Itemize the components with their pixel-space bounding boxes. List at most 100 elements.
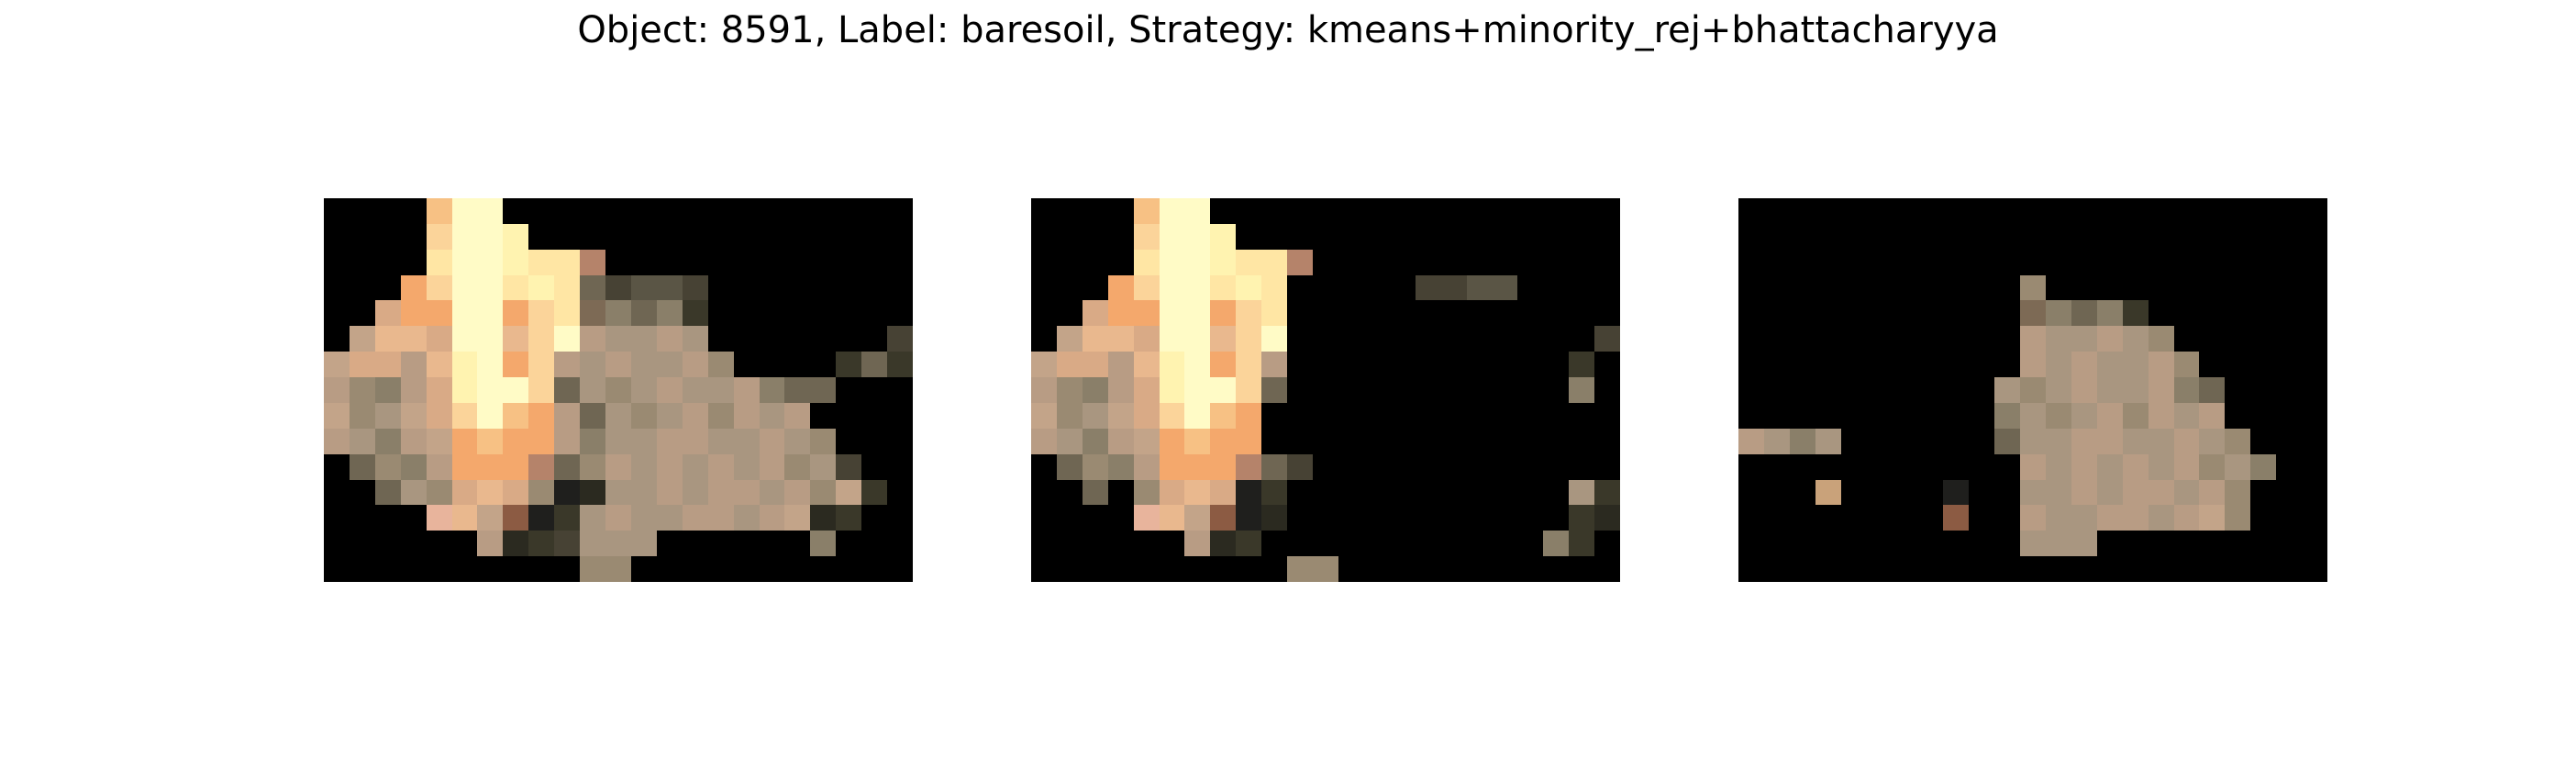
image-pixel: [1236, 352, 1261, 377]
image-pixel: [477, 531, 503, 556]
image-pixel: [554, 505, 580, 531]
image-pixel: [554, 250, 580, 275]
image-pixel: [708, 429, 734, 454]
image-pixel: [1236, 505, 1261, 531]
image-pixel: [580, 429, 605, 454]
image-pixel: [477, 300, 503, 326]
image-pixel: [1236, 480, 1261, 505]
image-pixel: [2123, 429, 2149, 454]
image-pixel: [734, 505, 760, 531]
image-pixel: [1569, 377, 1594, 403]
image-pixel: [1210, 505, 1236, 531]
image-pixel: [683, 505, 708, 531]
image-pixel: [1031, 403, 1057, 429]
image-pixel: [1160, 505, 1184, 531]
image-pixel: [1261, 250, 1287, 275]
image-pixel: [452, 326, 477, 352]
image-pixel: [760, 429, 784, 454]
image-pixel: [631, 505, 657, 531]
image-pixel: [2046, 480, 2071, 505]
image-pixel: [2123, 505, 2149, 531]
image-pixel: [2071, 480, 2097, 505]
image-pixel: [605, 326, 631, 352]
image-pixel: [2149, 326, 2174, 352]
image-pixel: [1083, 352, 1108, 377]
image-pixel: [1184, 377, 1210, 403]
image-pixel: [1287, 556, 1313, 582]
image-pixel: [1184, 326, 1210, 352]
image-pixel: [1160, 429, 1184, 454]
image-pixel: [708, 505, 734, 531]
image-pixel: [683, 352, 708, 377]
image-pixel: [657, 429, 683, 454]
image-pixel: [1236, 377, 1261, 403]
image-pixel: [1210, 480, 1236, 505]
image-pixel: [1108, 326, 1134, 352]
image-pixel: [1134, 377, 1160, 403]
pixel-grid-1: [324, 198, 913, 582]
image-pixel: [734, 454, 760, 480]
image-pixel: [1160, 377, 1184, 403]
image-pixel: [401, 429, 427, 454]
image-pixel: [452, 505, 477, 531]
image-pixel: [1261, 300, 1287, 326]
image-pixel: [1261, 275, 1287, 300]
image-pixel: [477, 198, 503, 224]
image-pixel: [734, 480, 760, 505]
image-pixel: [861, 480, 887, 505]
image-pixel: [2123, 403, 2149, 429]
image-pixel: [605, 377, 631, 403]
image-pixel: [580, 326, 605, 352]
image-pixel: [503, 352, 528, 377]
image-pixel: [683, 275, 708, 300]
image-pixel: [2071, 352, 2097, 377]
image-pixel: [452, 454, 477, 480]
image-pixel: [1943, 505, 1969, 531]
image-pixel: [2020, 480, 2046, 505]
image-pixel: [784, 377, 810, 403]
image-pixel: [452, 275, 477, 300]
image-pixel: [2123, 326, 2149, 352]
image-pixel: [734, 377, 760, 403]
image-pixel: [1031, 377, 1057, 403]
image-pixel: [1134, 403, 1160, 429]
image-pixel: [350, 454, 375, 480]
image-pixel: [375, 326, 401, 352]
image-pixel: [1210, 326, 1236, 352]
image-pixel: [760, 403, 784, 429]
image-pixel: [1313, 556, 1338, 582]
image-pixel: [605, 505, 631, 531]
image-pixel: [427, 480, 452, 505]
image-pixel: [836, 352, 861, 377]
image-pixel: [2071, 505, 2097, 531]
image-pixel: [1083, 480, 1108, 505]
image-pixel: [528, 531, 554, 556]
image-pixel: [760, 454, 784, 480]
image-pixel: [631, 275, 657, 300]
image-pixel: [1594, 480, 1620, 505]
image-pixel: [2020, 300, 2046, 326]
image-pixel: [657, 352, 683, 377]
image-pixel: [1184, 480, 1210, 505]
image-pixel: [503, 377, 528, 403]
image-pixel: [631, 531, 657, 556]
image-pixel: [2071, 377, 2097, 403]
image-pixel: [350, 326, 375, 352]
image-pixel: [1236, 275, 1261, 300]
image-pixel: [2174, 352, 2199, 377]
image-pixel: [784, 429, 810, 454]
image-pixel: [528, 429, 554, 454]
image-pixel: [810, 480, 836, 505]
image-pixel: [683, 403, 708, 429]
image-pixel: [1184, 403, 1210, 429]
image-pixel: [324, 429, 350, 454]
image-pixel: [580, 505, 605, 531]
image-pixel: [477, 377, 503, 403]
image-pixel: [375, 352, 401, 377]
image-pixel: [2046, 531, 2071, 556]
image-pixel: [760, 377, 784, 403]
image-pixel: [1184, 198, 1210, 224]
image-pixel: [1184, 531, 1210, 556]
image-pixel: [708, 377, 734, 403]
image-pixel: [2199, 403, 2225, 429]
